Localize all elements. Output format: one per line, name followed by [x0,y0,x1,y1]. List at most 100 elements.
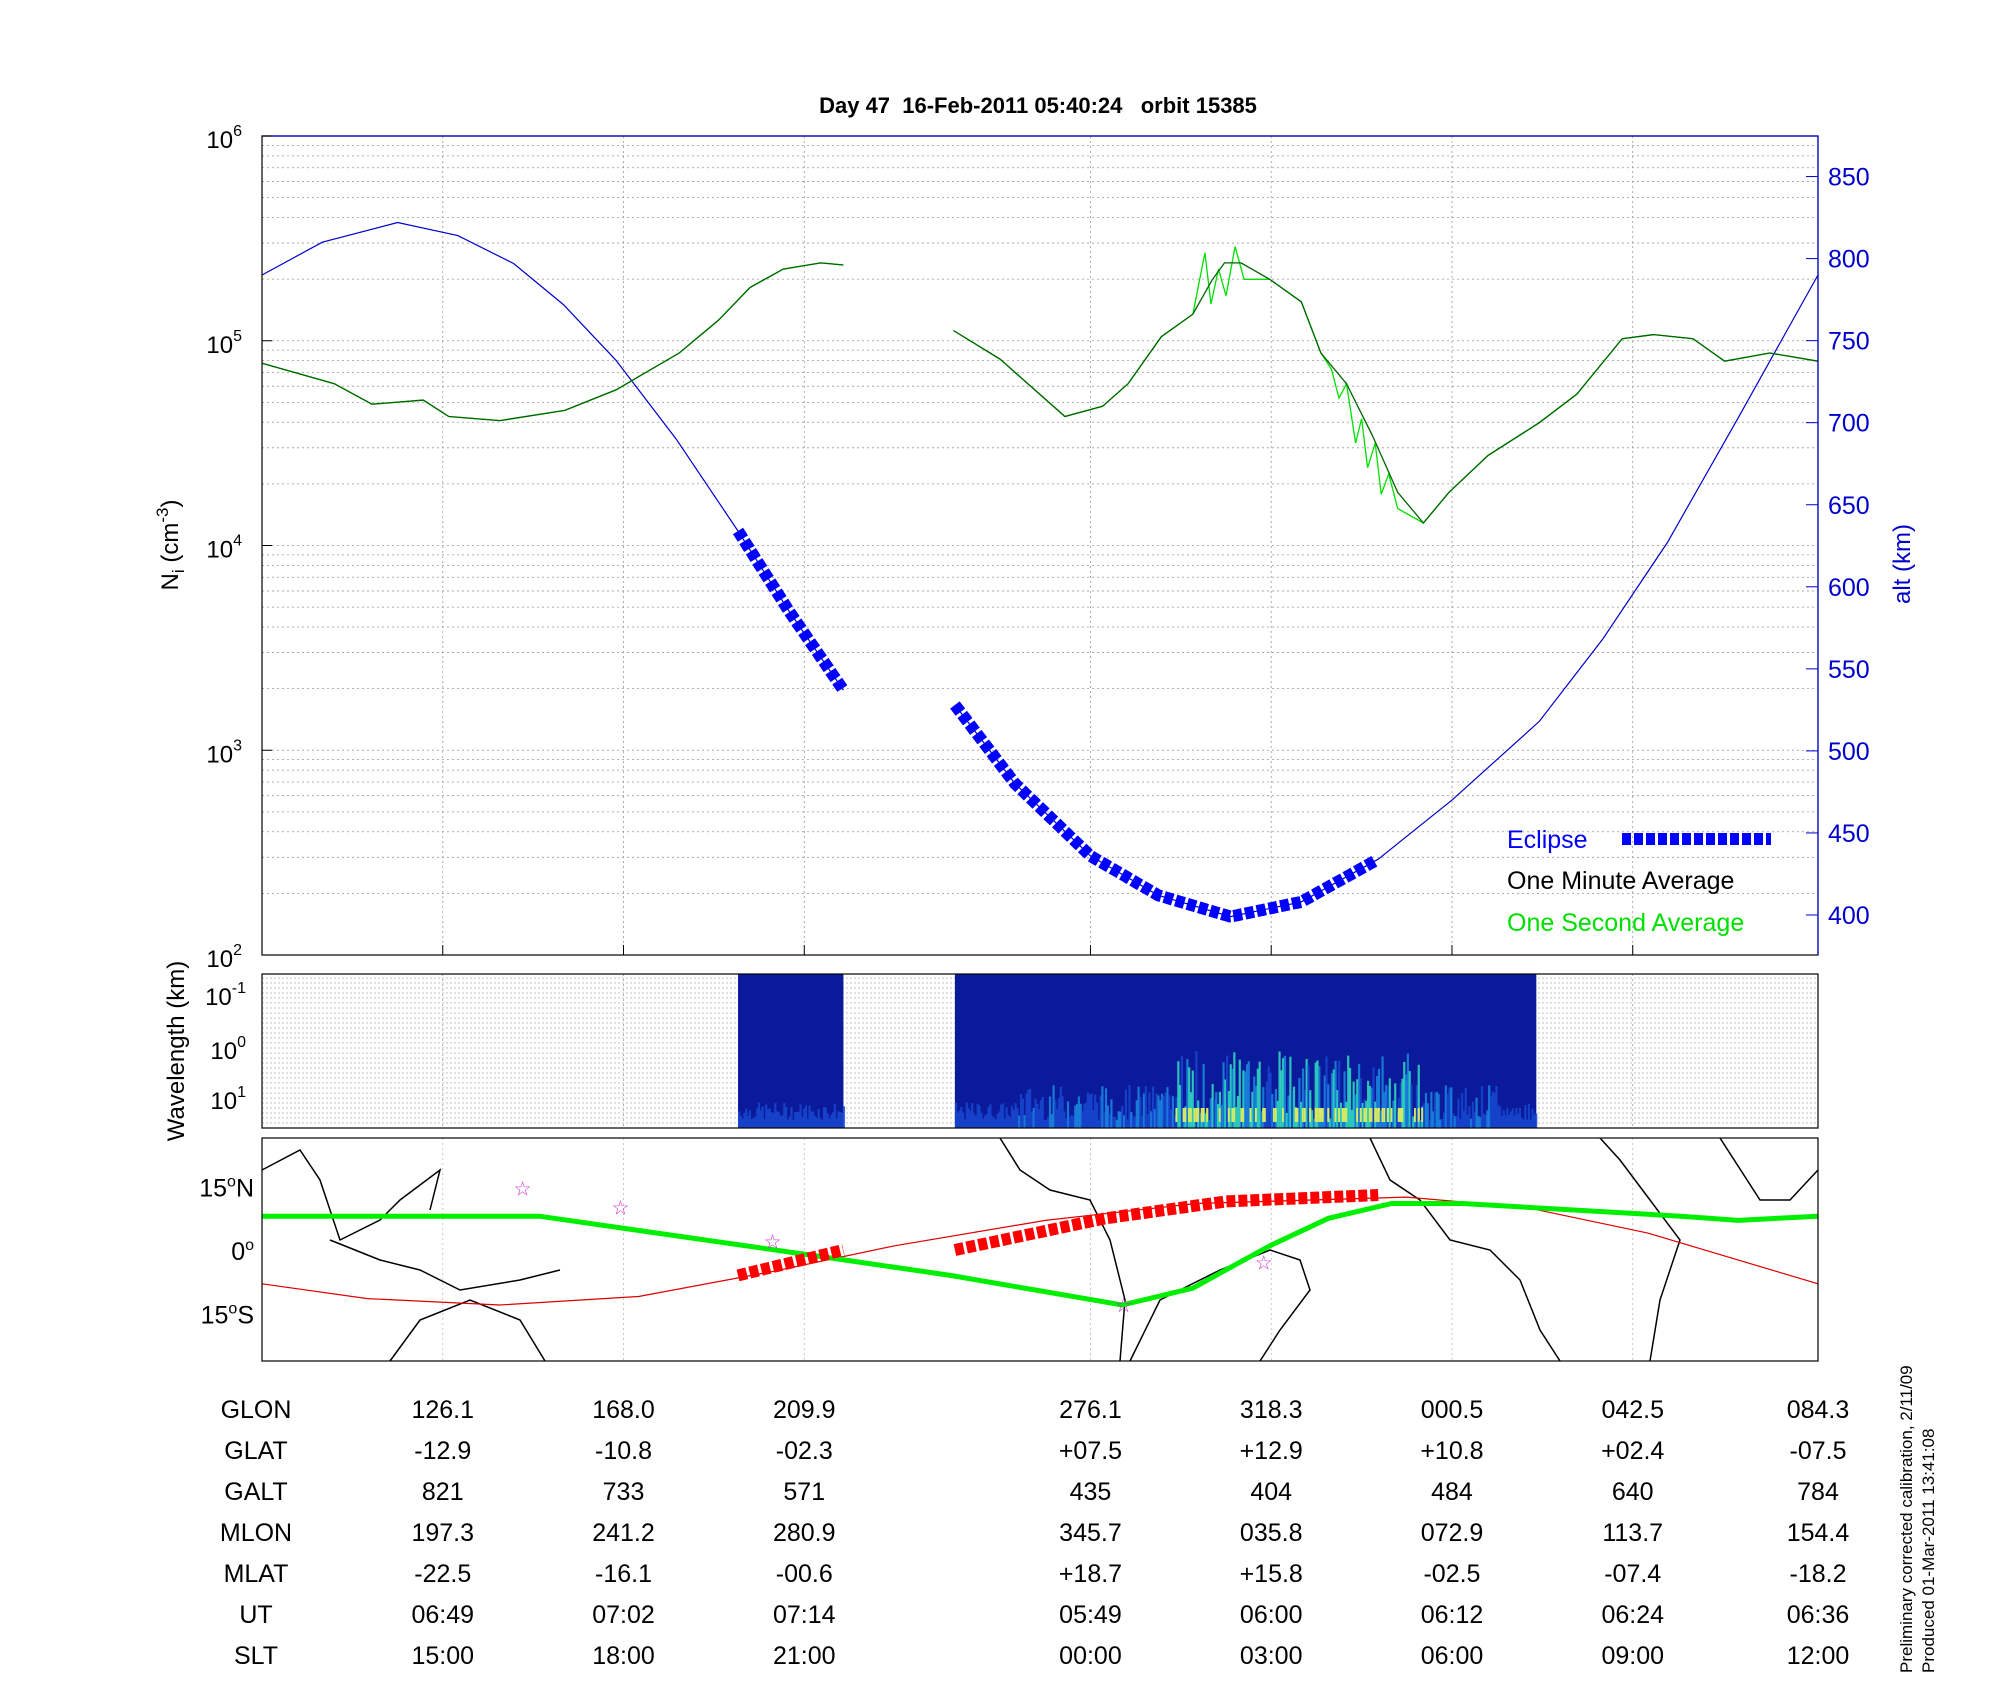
spectrogram-column [1043,1119,1046,1128]
spectrogram-hot [1368,1108,1372,1122]
spectrogram-column [1104,1088,1108,1128]
spectrogram-hot [1421,1108,1424,1122]
spectrogram-column [1018,1115,1021,1128]
spectrogram-column [752,1117,755,1128]
eclipse-ground-track [736,1244,845,1282]
spectrogram-column [1475,1097,1478,1128]
spectrogram-column [770,1112,773,1128]
spectrogram-column [1061,1096,1064,1128]
spectrogram-column [1312,1118,1315,1128]
star-marker-icon: ☆ [612,1198,630,1220]
spectrogram-column [967,1108,970,1128]
spectrogram-column [1019,1093,1023,1128]
spectrogram-column [1135,1100,1138,1128]
spectrogram-column [1508,1114,1511,1128]
table-cell: 00:00 [1059,1642,1122,1670]
spectrogram-column [1285,1112,1288,1128]
spectrogram-column [1085,1102,1088,1128]
y-tick-label: 103 [206,737,242,768]
spectrogram-column [1267,1066,1270,1128]
spectrogram-column [1464,1087,1467,1128]
spectrogram-column [784,1106,788,1128]
spectrogram-column [1473,1111,1476,1128]
spectrogram-column [1059,1086,1062,1128]
spectrogram-hot [1193,1108,1196,1122]
spectrogram-hot [1195,1108,1198,1122]
spectrogram-column [1495,1086,1498,1128]
legend-eclipse: Eclipse [1507,826,1588,854]
spectrogram-column [1113,1116,1117,1128]
table-cell: 18:00 [592,1642,655,1670]
spectrogram-column [824,1107,827,1128]
spectrogram-column [1359,1078,1362,1128]
spectrogram-column [1357,1063,1361,1128]
orbit-ground-track [262,1201,1819,1308]
one-minute-average-line [261,262,844,422]
spectrogram-column [1462,1110,1466,1128]
spectrogram-column [1450,1087,1453,1128]
table-cell: 197.3 [411,1519,474,1547]
spectrogram-column [1493,1093,1496,1128]
table-cell: 035.8 [1240,1519,1303,1547]
spectrogram-column [991,1116,994,1128]
spectrogram-column [1095,1102,1099,1128]
spectrogram-column [1287,1095,1290,1128]
table-cell: 03:00 [1240,1642,1303,1670]
row-label-glat: GLAT [224,1437,287,1465]
spec-tick-label: 10-1 [205,980,246,1011]
spectrogram-hot [1189,1108,1193,1122]
spectrogram-column [1211,1083,1214,1128]
spectrogram-column [817,1109,820,1128]
spectrogram-column [1041,1096,1044,1128]
spectrogram-hot [1338,1108,1341,1122]
spectrogram-column [1271,1093,1274,1128]
spectrogram-hot [1334,1108,1337,1122]
spectrogram-column [1433,1092,1437,1128]
spectrogram-column [1047,1116,1050,1128]
spectrogram-column [1202,1063,1205,1128]
spectrogram-column [1029,1088,1032,1128]
spectrogram-hot [1359,1108,1362,1122]
alt-y-ticks: 400 450 500 550 600 650 700 750 800 850 [1806,164,1870,930]
spectrogram-column [1352,1081,1355,1128]
spectrogram-column [1132,1115,1135,1128]
spectrogram-frame [261,973,1819,1129]
map-lat-ticks: 15oN 0o 15oS [199,1174,254,1330]
spectrogram-column [1348,1068,1352,1128]
table-cell: 06:12 [1421,1601,1484,1629]
table-cell: 21:00 [773,1642,836,1670]
spectrogram-column [1298,1077,1301,1128]
table-cell: +18.7 [1059,1560,1122,1588]
spectrogram-hot [1341,1108,1344,1122]
table-cell: 435 [1070,1478,1112,1506]
spectrogram-column [1115,1119,1118,1128]
alt-tick-label: 650 [1828,492,1870,520]
spectrogram-column [1491,1091,1494,1128]
alt-tick-label: 800 [1828,246,1870,274]
spectrogram-column [1442,1112,1446,1128]
spectrogram-column [1314,1062,1317,1128]
lat-tick-label: 15oS [201,1300,254,1329]
spectrogram-column [1392,1100,1395,1128]
alt-y-label: alt (km) [1889,524,1916,604]
spectrogram-column [998,1111,1001,1128]
table-cell: +02.4 [1601,1437,1664,1465]
spectrogram-column [1489,1095,1493,1128]
spectrogram-column [766,1109,770,1128]
spectrogram-column [1133,1116,1137,1128]
spectrogram-column [982,1118,985,1128]
spectrogram-column [1529,1119,1532,1128]
table-cell: +12.9 [1240,1437,1303,1465]
spectrogram-column [1372,1067,1375,1128]
spectrogram-column [971,1103,974,1128]
spectrogram-column [1511,1108,1514,1128]
table-cell: 484 [1431,1478,1473,1506]
spec-tick-label: 101 [210,1084,246,1115]
spectrogram-column [1370,1087,1373,1128]
spectrogram-column [1305,1058,1308,1128]
spectrogram-column [1471,1101,1475,1128]
lat-tick-label: 15oN [199,1174,254,1203]
table-cell: 06:00 [1240,1601,1303,1629]
spectrogram-column [983,1115,987,1128]
table-cell: 821 [422,1478,464,1506]
